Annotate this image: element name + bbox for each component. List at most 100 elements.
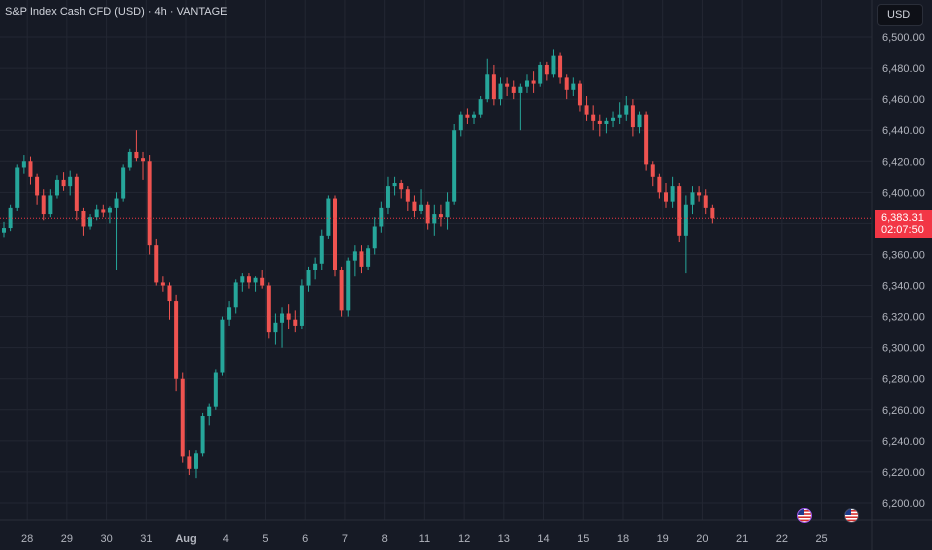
candle[interactable] — [114, 192, 119, 270]
candle[interactable] — [61, 172, 66, 191]
candle[interactable] — [88, 214, 93, 230]
candle[interactable] — [637, 111, 642, 134]
candle[interactable] — [518, 83, 523, 131]
candle[interactable] — [352, 245, 357, 277]
candle[interactable] — [154, 238, 159, 286]
candle[interactable] — [266, 282, 271, 339]
candle[interactable] — [28, 156, 33, 185]
candle[interactable] — [127, 148, 132, 171]
candle[interactable] — [48, 189, 53, 218]
candle[interactable] — [577, 80, 582, 112]
candle[interactable] — [571, 77, 576, 97]
candle[interactable] — [41, 189, 46, 221]
candle[interactable] — [121, 164, 126, 202]
candle[interactable] — [147, 155, 152, 255]
candle[interactable] — [260, 270, 265, 289]
candle[interactable] — [419, 189, 424, 215]
candle[interactable] — [160, 276, 165, 292]
candle[interactable] — [280, 307, 285, 348]
candle[interactable] — [15, 164, 20, 211]
candle[interactable] — [107, 206, 112, 224]
candle[interactable] — [227, 301, 232, 326]
candle[interactable] — [385, 176, 390, 215]
candle[interactable] — [524, 74, 529, 93]
candle[interactable] — [465, 108, 470, 124]
us-flag-icon[interactable] — [797, 508, 812, 523]
candle[interactable] — [372, 217, 377, 255]
candle[interactable] — [141, 151, 146, 180]
candle[interactable] — [74, 173, 79, 221]
candle[interactable] — [233, 279, 238, 314]
candle[interactable] — [445, 192, 450, 230]
candle[interactable] — [379, 201, 384, 233]
candle[interactable] — [591, 105, 596, 131]
candle[interactable] — [624, 96, 629, 121]
candle[interactable] — [35, 173, 40, 205]
candle[interactable] — [630, 99, 635, 137]
candle[interactable] — [538, 61, 543, 87]
candle[interactable] — [333, 195, 337, 277]
candle[interactable] — [531, 71, 536, 93]
candle[interactable] — [650, 161, 655, 187]
candle[interactable] — [657, 173, 662, 199]
candle[interactable] — [564, 74, 569, 100]
candle[interactable] — [399, 179, 404, 199]
candle[interactable] — [491, 64, 496, 106]
candle[interactable] — [180, 372, 185, 463]
candle[interactable] — [273, 313, 278, 345]
candle[interactable] — [697, 186, 702, 202]
candle[interactable] — [174, 294, 179, 392]
candle[interactable] — [485, 58, 490, 103]
candle[interactable] — [319, 229, 324, 270]
us-flag-icon[interactable] — [844, 508, 859, 523]
candle[interactable] — [21, 155, 26, 174]
candle[interactable] — [94, 204, 99, 221]
candle[interactable] — [200, 412, 205, 457]
candle[interactable] — [346, 257, 351, 317]
candle[interactable] — [220, 316, 225, 376]
candle[interactable] — [313, 257, 318, 280]
candle[interactable] — [544, 61, 549, 81]
candle[interactable] — [683, 195, 688, 274]
candle[interactable] — [359, 245, 364, 274]
candle[interactable] — [664, 183, 668, 208]
candle[interactable] — [299, 279, 304, 330]
candle[interactable] — [339, 266, 344, 317]
candle[interactable] — [68, 170, 73, 196]
candle[interactable] — [438, 204, 443, 227]
candle[interactable] — [558, 52, 563, 84]
candle[interactable] — [246, 273, 251, 289]
candle[interactable] — [101, 204, 106, 218]
candle[interactable] — [193, 450, 198, 479]
candle[interactable] — [240, 273, 245, 292]
candle[interactable] — [551, 49, 556, 78]
candle[interactable] — [472, 111, 477, 124]
candle[interactable] — [584, 96, 589, 121]
candle[interactable] — [670, 176, 675, 208]
candle[interactable] — [405, 186, 410, 211]
candle[interactable] — [644, 111, 649, 171]
candle[interactable] — [167, 282, 172, 320]
candle[interactable] — [452, 123, 457, 205]
candle[interactable] — [425, 201, 430, 230]
candle[interactable] — [511, 80, 516, 100]
candle[interactable] — [392, 176, 397, 196]
candle[interactable] — [293, 310, 298, 333]
currency-button[interactable]: USD — [877, 4, 923, 26]
candle[interactable] — [611, 111, 616, 128]
candle[interactable] — [710, 204, 715, 224]
candle[interactable] — [134, 130, 139, 162]
candle[interactable] — [597, 114, 602, 137]
candle[interactable] — [286, 304, 291, 330]
candle[interactable] — [617, 102, 622, 124]
candle[interactable] — [498, 77, 503, 106]
candle[interactable] — [326, 195, 331, 239]
candle[interactable] — [306, 266, 311, 292]
candle[interactable] — [412, 195, 417, 218]
candle[interactable] — [505, 77, 510, 97]
candle[interactable] — [478, 96, 483, 118]
candle[interactable] — [2, 221, 6, 238]
candle[interactable] — [253, 276, 258, 292]
